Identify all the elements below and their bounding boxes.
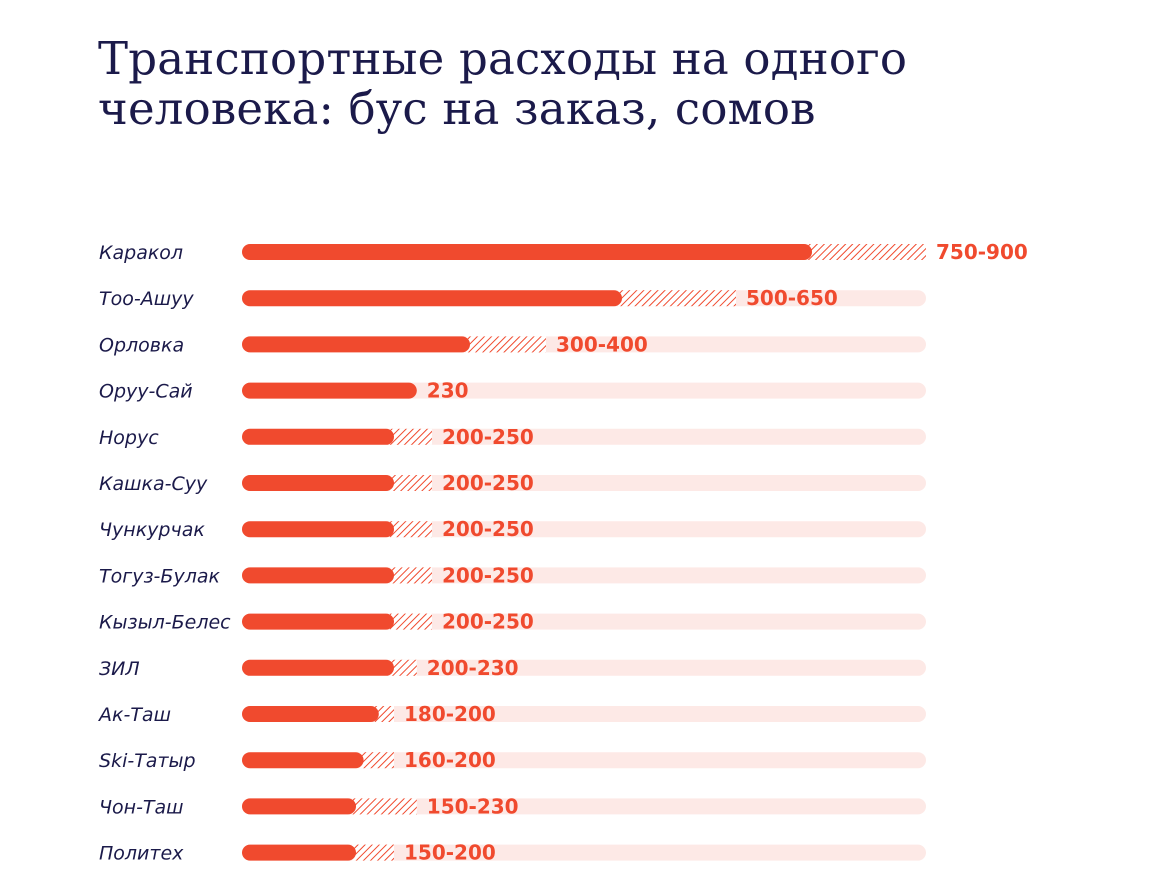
bar-range-hatch xyxy=(466,336,546,353)
bar-min xyxy=(242,475,394,491)
category-label: ЗИЛ xyxy=(99,658,140,680)
bar-track xyxy=(242,844,926,861)
category-label: Чункурчак xyxy=(99,519,205,541)
bar-min xyxy=(242,382,417,399)
value-label: 150-200 xyxy=(404,841,496,865)
category-label: Чон-Таш xyxy=(99,796,184,818)
bar-range-hatch xyxy=(618,290,736,307)
value-label: 200-250 xyxy=(442,517,534,541)
bar-range-hatch xyxy=(374,706,394,722)
bar-row: Оруу-Сай 230 xyxy=(99,379,926,403)
bar-row: Норус 200-250 xyxy=(99,425,926,449)
bar-range-hatch xyxy=(390,613,432,630)
bar-row: Политех 150-200 xyxy=(99,841,926,865)
category-label: Ак-Таш xyxy=(97,704,171,726)
value-label: 200-250 xyxy=(442,425,534,449)
category-label: Оруу-Сай xyxy=(99,381,193,403)
bar-row: Каракол 750-900 xyxy=(99,240,1028,264)
bar-range-hatch xyxy=(390,428,432,445)
chart-title-line-2: человека: бус на заказ, сомов xyxy=(98,82,816,135)
value-label: 200-250 xyxy=(442,471,534,495)
value-label: 150-230 xyxy=(427,794,519,818)
category-label: Политех xyxy=(99,843,184,865)
category-label: Норус xyxy=(99,427,159,449)
bar-min xyxy=(242,244,812,260)
bar-min xyxy=(242,844,356,861)
bar-range-hatch xyxy=(390,475,432,491)
value-label: 750-900 xyxy=(936,240,1028,264)
bar-min xyxy=(242,752,364,769)
bar-range-hatch xyxy=(352,798,417,815)
value-label: 200-250 xyxy=(442,563,534,587)
category-label: Ski-Татыр xyxy=(99,750,196,772)
value-label: 300-400 xyxy=(556,332,648,356)
bar-range-hatch xyxy=(390,521,432,538)
category-label: Кашка-Суу xyxy=(99,473,208,495)
bar-range-hatch xyxy=(390,659,417,676)
bar-min xyxy=(242,428,394,445)
bar-row: Орловка 300-400 xyxy=(99,332,926,356)
value-label: 500-650 xyxy=(746,286,838,310)
bar-range-hatch xyxy=(390,567,432,584)
bar-row: Чункурчак 200-250 xyxy=(99,517,926,541)
bar-row: Кызыл-Белес 200-250 xyxy=(99,610,926,634)
category-label: Орловка xyxy=(99,334,184,356)
bar-min xyxy=(242,336,470,353)
bar-min xyxy=(242,290,622,307)
value-label: 230 xyxy=(427,379,469,403)
bar-min xyxy=(242,567,394,584)
category-label: Каракол xyxy=(99,242,183,264)
value-label: 200-230 xyxy=(427,656,519,680)
bar-min xyxy=(242,613,394,630)
bar-row: Ski-Татыр 160-200 xyxy=(99,748,926,772)
value-label: 180-200 xyxy=(404,702,496,726)
bar-row: Ак-Таш 180-200 xyxy=(97,702,926,726)
category-label: Тогуз-Булак xyxy=(99,565,220,587)
bar-range-hatch xyxy=(359,752,394,769)
bar-track xyxy=(242,752,926,769)
category-label: Кызыл-Белес xyxy=(99,612,231,634)
value-label: 160-200 xyxy=(404,748,496,772)
bar-row: Тоо-Ашуу 500-650 xyxy=(99,286,926,310)
bar-row: Тогуз-Булак 200-250 xyxy=(99,563,926,587)
bar-min xyxy=(242,659,394,676)
bar-range-hatch xyxy=(352,844,394,861)
chart-title-line-1: Транспортные расходы на одного xyxy=(98,32,908,85)
bar-range-hatch xyxy=(808,244,926,260)
chart-title: Транспортные расходы на одного человека:… xyxy=(98,34,998,134)
bar-min xyxy=(242,521,394,538)
bar-row: Чон-Таш 150-230 xyxy=(99,794,926,818)
value-label: 200-250 xyxy=(442,610,534,634)
bar-min xyxy=(242,798,356,815)
category-label: Тоо-Ашуу xyxy=(99,288,194,310)
bar-track xyxy=(242,706,926,722)
bar-row: ЗИЛ 200-230 xyxy=(99,656,926,680)
bar-row: Кашка-Суу 200-250 xyxy=(99,471,926,495)
bar-min xyxy=(242,706,379,722)
